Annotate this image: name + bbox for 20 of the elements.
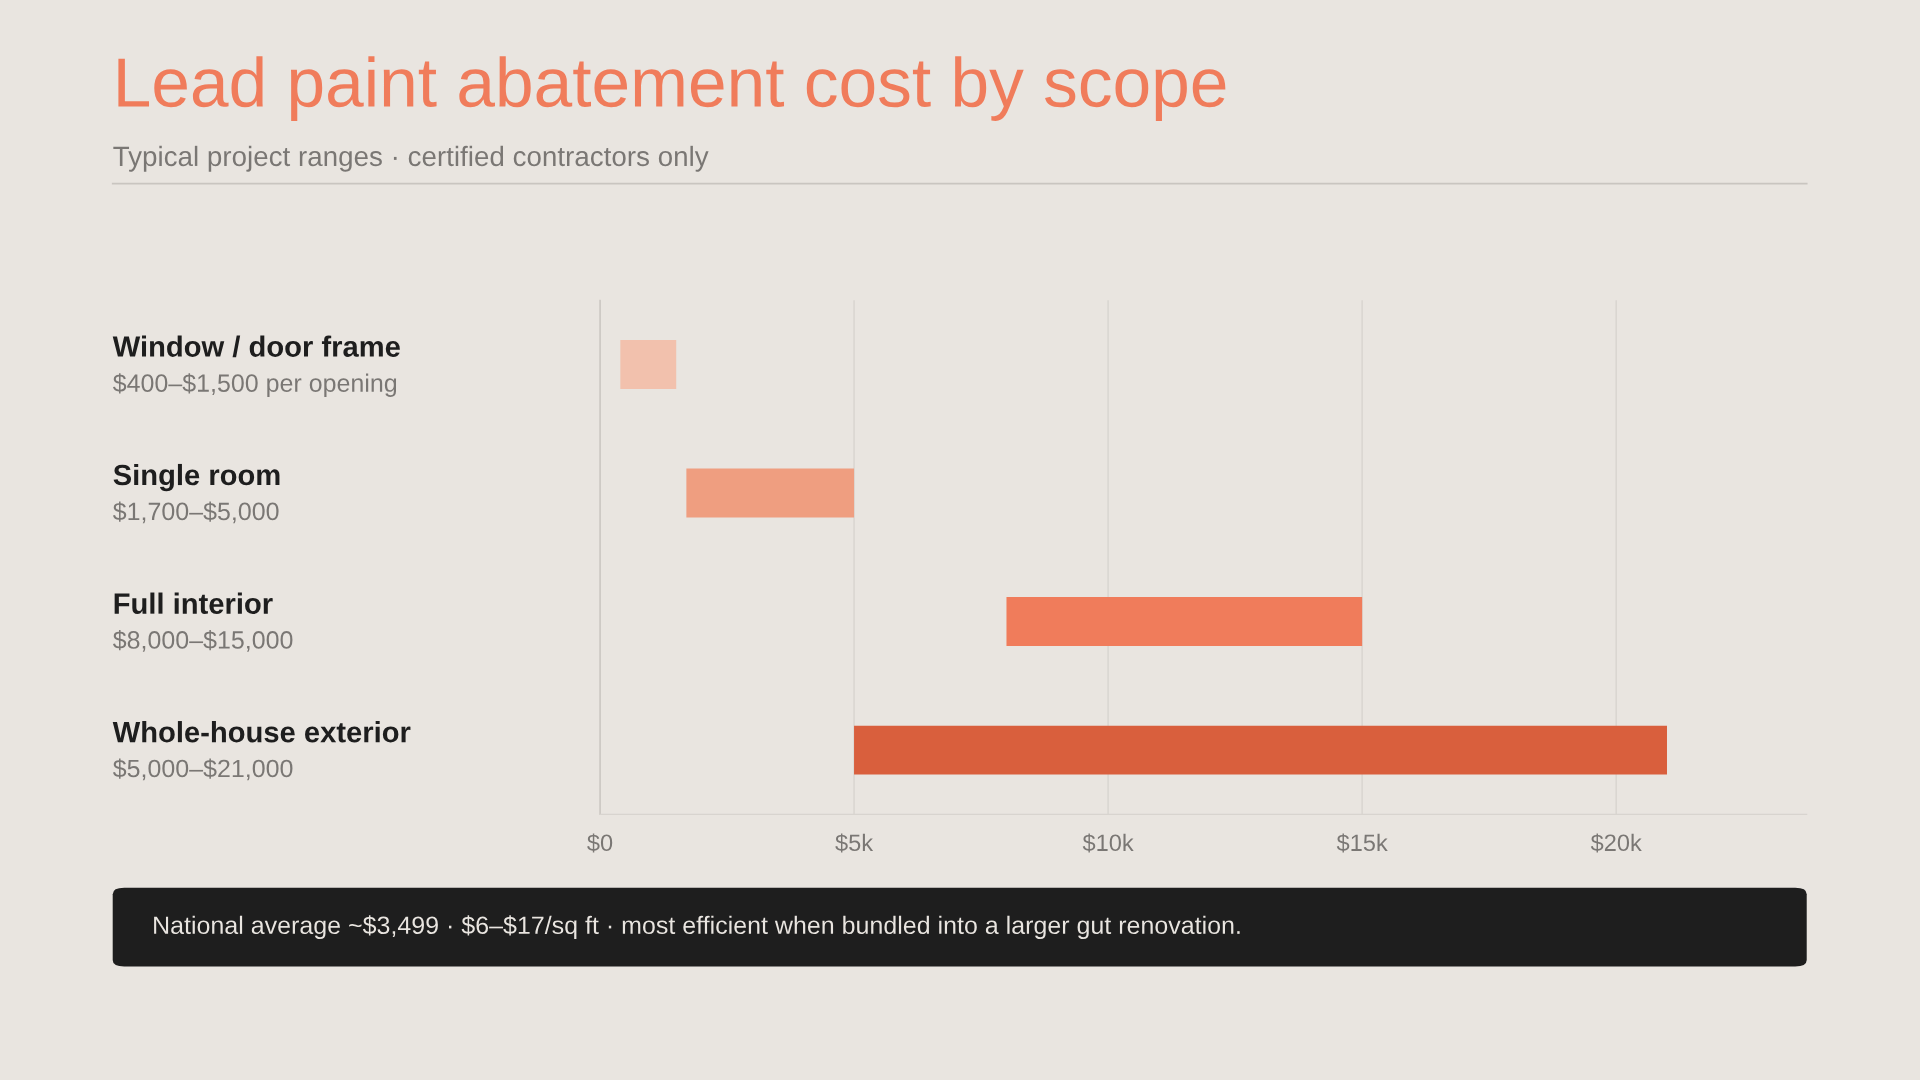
chart-title: Lead paint abatement cost by scope bbox=[118, 56, 1226, 121]
text: $8,000–$15,000 bbox=[112, 630, 293, 652]
bar bbox=[686, 468, 855, 518]
y-tick-label: Window / door frame bbox=[112, 335, 400, 358]
x-tick-label: $15k bbox=[1336, 833, 1388, 853]
y-tick-label: Whole-house exterior bbox=[112, 721, 411, 743]
text: $400–$1,500 per opening bbox=[112, 373, 397, 397]
text: National average ~$3,499 · $6–$17/sq ft · most efficient when bundled into a larger gut renovation. bbox=[154, 915, 1240, 940]
chart-subtitle: Typical project ranges · certified contractors only bbox=[113, 145, 709, 172]
y-tick-label: Full interior bbox=[114, 592, 273, 614]
x-tick-label: $20k bbox=[1590, 833, 1642, 853]
bar bbox=[1006, 597, 1363, 646]
x-tick-label: $5k bbox=[835, 833, 874, 853]
text: $1,700–$5,000 bbox=[112, 501, 279, 524]
y-tick-label: Single room bbox=[113, 463, 280, 492]
x-tick-label: $10k bbox=[1082, 833, 1134, 853]
bar bbox=[854, 725, 1667, 775]
bar bbox=[620, 340, 677, 389]
x-tick-label: $0 bbox=[587, 833, 613, 853]
text: $5,000–$21,000 bbox=[112, 758, 293, 781]
